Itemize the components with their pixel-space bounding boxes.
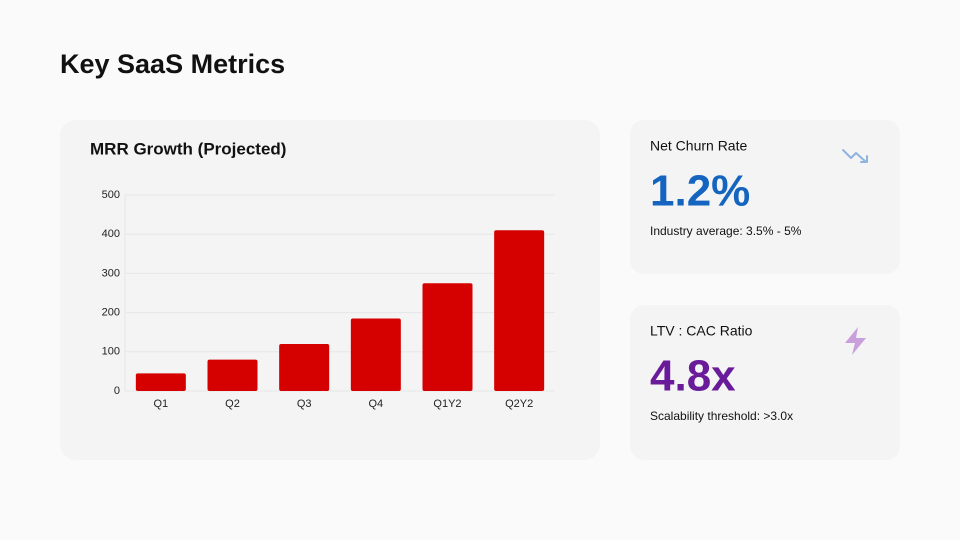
kpi-note: Industry average: 3.5% - 5% [650,224,802,238]
x-tick-label: Q2Y2 [505,398,533,410]
trend-down-icon [842,149,868,163]
x-tick-label: Q1 [153,398,168,410]
x-tick-label: Q2 [225,398,240,410]
y-tick-label: 200 [102,307,120,319]
bar [350,318,401,391]
bar [135,373,186,391]
bar [494,230,545,391]
y-tick-label: 500 [102,189,120,201]
y-tick-label: 100 [102,346,120,358]
plot: 0 100 200 300 400 500 Q1 Q2 Q3 Q4 Q1Y2 Q2Y2 [102,189,555,410]
x-tick-label: Q4 [368,398,383,410]
kpi-label: LTV : CAC Ratio [650,323,753,339]
bar [279,343,330,391]
kpi-value: 1.2% [650,167,750,216]
kpi-label: Net Churn Rate [650,138,747,154]
x-tick-label: Q1Y2 [433,398,461,410]
kpi-value: 4.8x [650,352,736,401]
y-tick-label: 300 [102,267,120,279]
bar [207,359,258,391]
bar [422,283,473,391]
kpi-card [630,120,900,274]
kpi-card [630,305,900,460]
y-tick-label: 0 [114,385,120,397]
chart-title: MRR Growth (Projected) [90,139,286,158]
x-tick-label: Q3 [297,398,312,410]
bolt-icon [845,327,866,355]
page-title: Key SaaS Metrics [60,49,285,79]
y-tick-label: 400 [102,228,120,240]
kpi-note: Scalability threshold: >3.0x [650,409,793,423]
